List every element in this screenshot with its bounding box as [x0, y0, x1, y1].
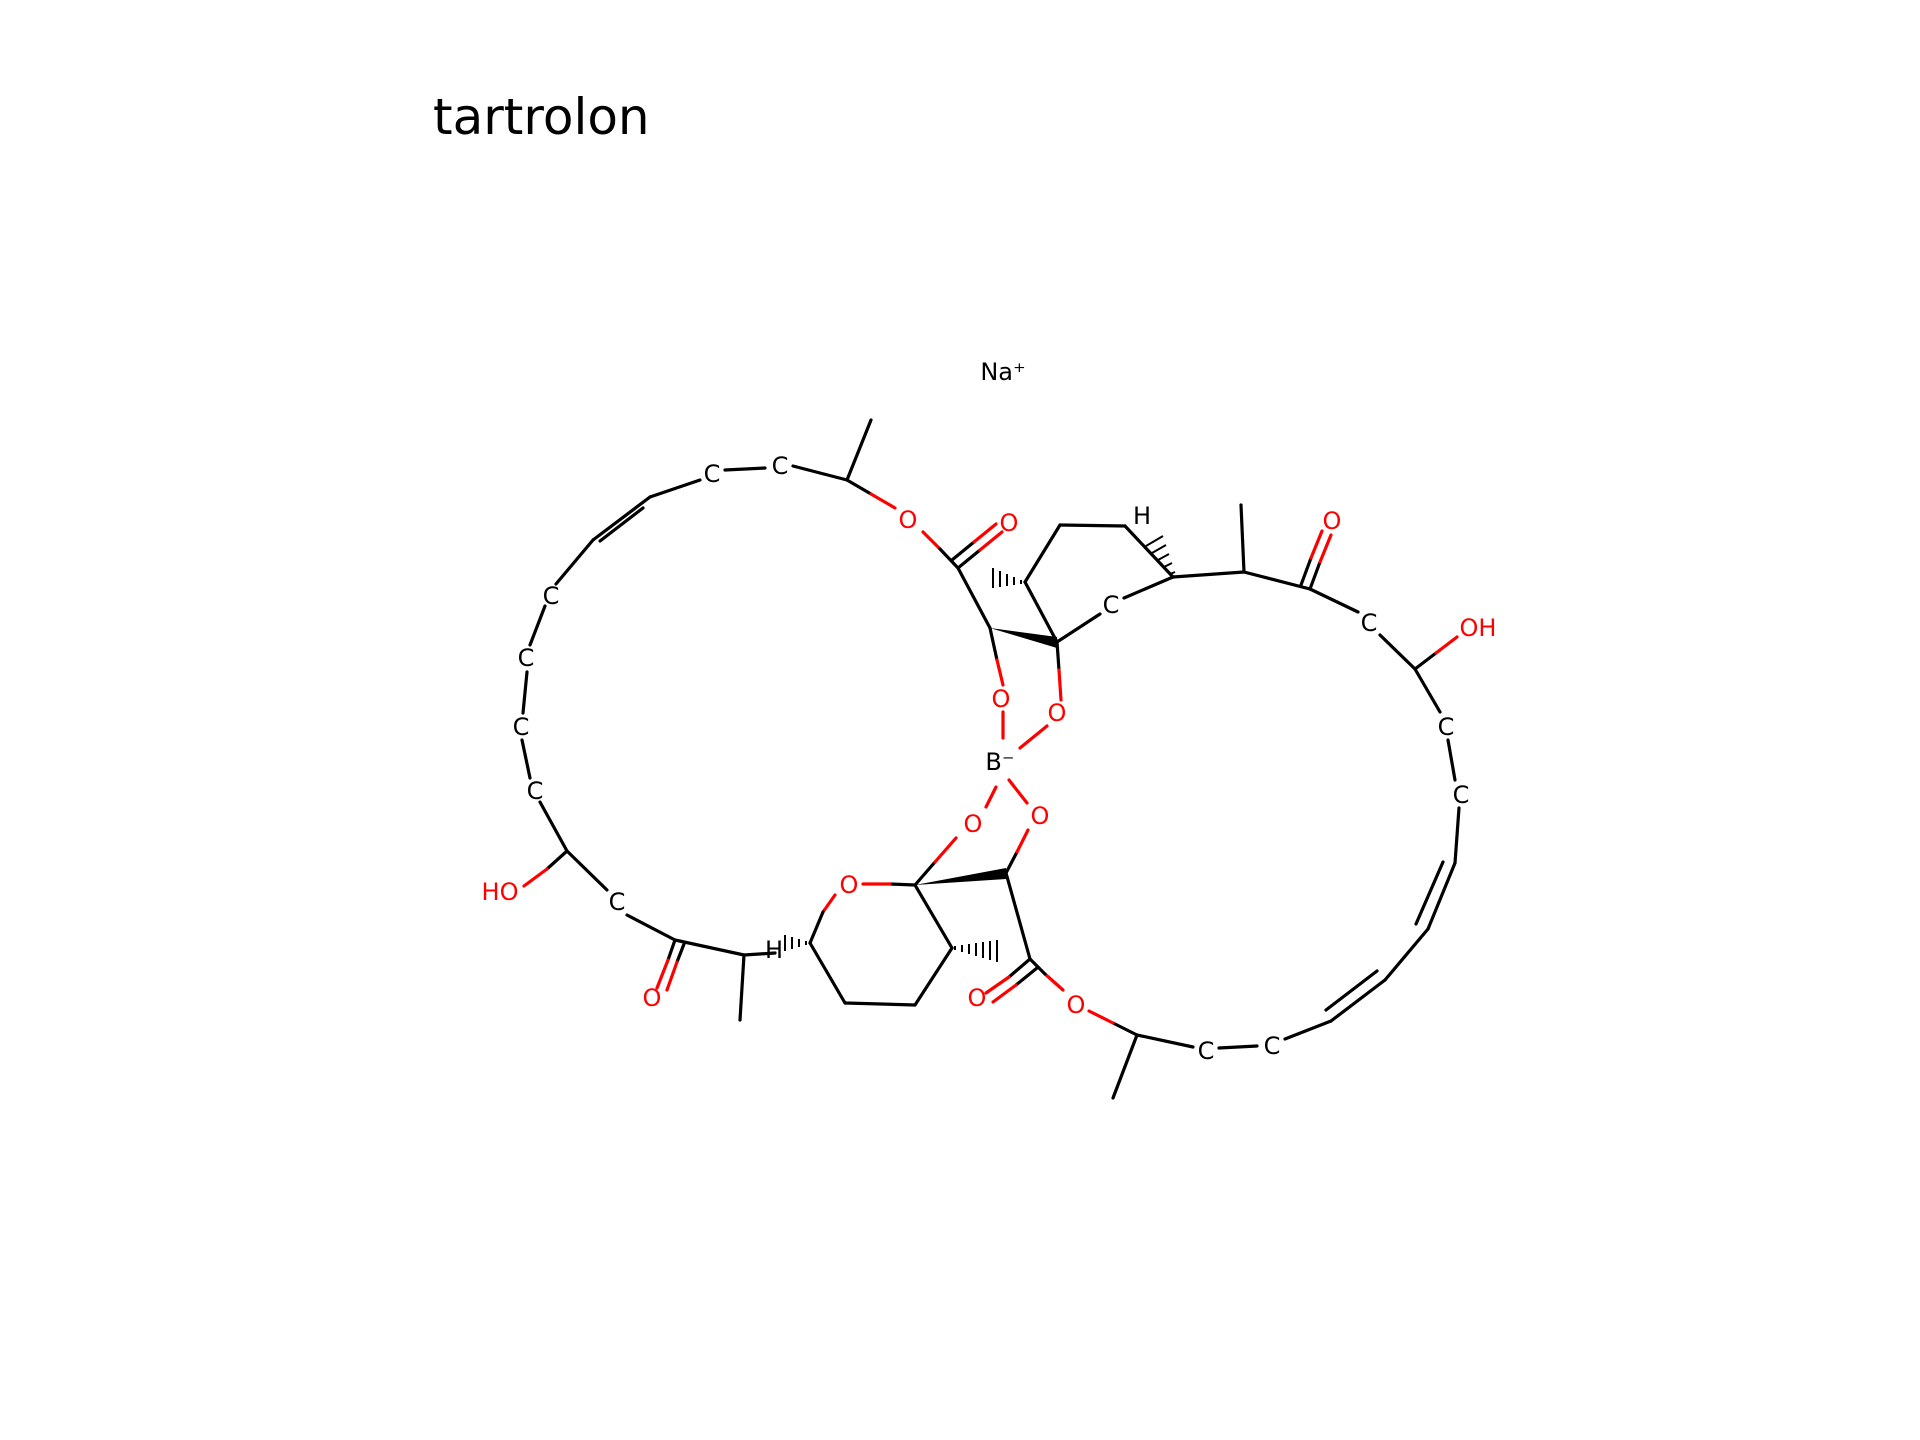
carbon-label: C	[1361, 609, 1378, 637]
oxygen-label: O	[1048, 699, 1067, 727]
wedge-bond-lower	[915, 868, 1006, 885]
sodium-ion-label: Na⁺	[980, 358, 1025, 386]
carbon-label: C	[518, 644, 535, 672]
oxygen-label: O	[1031, 802, 1050, 830]
oxygen-label: O	[964, 810, 983, 838]
oxygen-label: O	[1323, 507, 1342, 535]
carbon-label: C	[513, 713, 530, 741]
carbon-label: C	[1264, 1032, 1281, 1060]
carbon-label: C	[1438, 713, 1455, 741]
carbon-label: C	[1103, 591, 1120, 619]
carbon-label: C	[772, 452, 789, 480]
carbon-label: C	[609, 888, 626, 916]
left-macrocycle-bonds	[520, 418, 1005, 1022]
right-macrocycle-bonds	[984, 503, 1461, 1100]
carbon-label: C	[1198, 1037, 1215, 1065]
boron-label: B⁻	[985, 748, 1014, 776]
oxygen-label: O	[992, 685, 1011, 713]
hydroxyl-label: OH	[1460, 614, 1497, 642]
oxygen-label: O	[1000, 509, 1019, 537]
hydrogen-label: H	[765, 936, 783, 964]
hydroxyl-label: HO	[482, 878, 519, 906]
hashed-bonds	[784, 535, 1176, 962]
oxygen-label: O	[968, 984, 987, 1012]
carbon-label: C	[527, 777, 544, 805]
oxygen-label: O	[899, 506, 918, 534]
oxygen-label: O	[643, 984, 662, 1012]
wedge-bond-upper	[990, 628, 1057, 648]
carbon-label: C	[1453, 781, 1470, 809]
atom-labels: C C C C C C C C C C C C C O O O O O O O …	[482, 452, 1497, 1065]
hydrogen-label: H	[1133, 502, 1151, 530]
oxygen-label: O	[840, 871, 859, 899]
carbon-label: C	[704, 460, 721, 488]
oxygen-label: O	[1067, 991, 1086, 1019]
carbon-label: C	[543, 582, 560, 610]
diagram-title: tartrolon	[433, 88, 650, 146]
pyran-ring-bonds	[808, 785, 998, 1007]
